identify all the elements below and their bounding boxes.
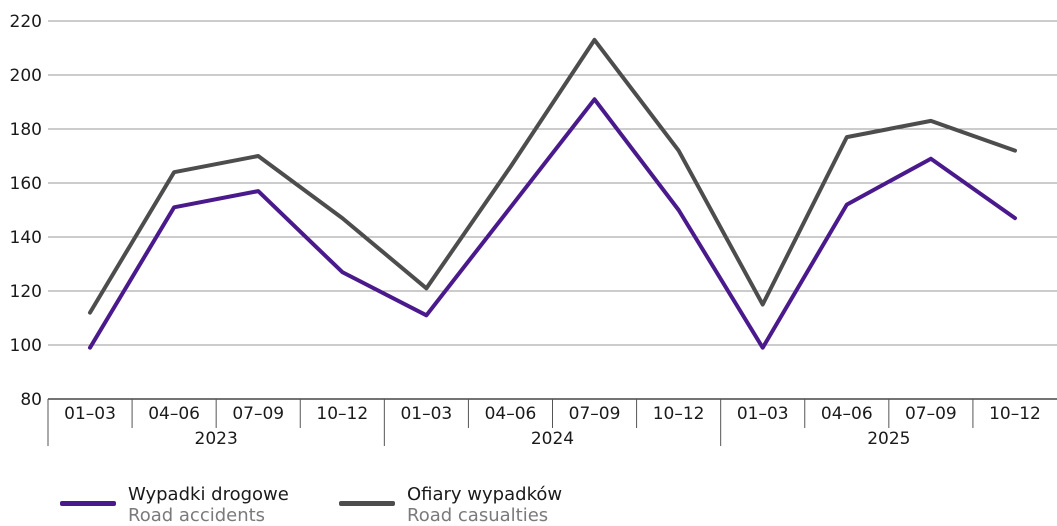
legend-label-pl: Wypadki drogowe xyxy=(128,484,289,505)
series-line xyxy=(88,97,1017,350)
x-tick-label: 01–03 xyxy=(737,404,789,424)
x-group-label: 2024 xyxy=(531,429,574,449)
y-tick-label: 220 xyxy=(10,12,42,32)
legend-swatch-road-accidents xyxy=(60,501,116,506)
y-tick-label: 140 xyxy=(10,228,42,248)
y-tick-label: 80 xyxy=(20,390,42,410)
x-group-label: 2025 xyxy=(867,429,910,449)
legend-label-en: Road accidents xyxy=(128,505,266,526)
series-line xyxy=(88,37,1017,315)
x-tick-label: 01–03 xyxy=(64,404,116,424)
line-chart: 80 100 120 140 160 180 200 220 01–03 04–06 07–09 10… xyxy=(10,12,1057,449)
x-tick-label: 01–03 xyxy=(400,404,452,424)
y-tick-label: 160 xyxy=(10,174,42,194)
x-tick-label: 07–09 xyxy=(569,404,621,424)
y-tick-label: 100 xyxy=(10,336,42,356)
legend-item-road-casualties: Ofiary wypadków Road casualties xyxy=(339,484,562,526)
x-tick-label: 04–06 xyxy=(821,404,873,424)
x-tick-label: 07–09 xyxy=(232,404,284,424)
x-tick-label: 04–06 xyxy=(148,404,200,424)
legend-swatch-road-casualties xyxy=(339,501,395,506)
x-tick-label: 10–12 xyxy=(653,404,705,424)
y-tick-label: 180 xyxy=(10,120,42,140)
x-tick-label: 07–09 xyxy=(905,404,957,424)
chart-legend: Wypadki drogowe Road accidents Ofiary wy… xyxy=(0,484,1057,526)
legend-label-en: Road casualties xyxy=(407,505,549,526)
y-tick-label: 120 xyxy=(10,282,42,302)
y-tick-label: 200 xyxy=(10,66,42,86)
x-tick-label: 10–12 xyxy=(989,404,1041,424)
x-tick-label: 10–12 xyxy=(316,404,368,424)
x-tick-label: 04–06 xyxy=(485,404,537,424)
legend-label-pl: Ofiary wypadków xyxy=(407,484,563,505)
legend-item-road-accidents: Wypadki drogowe Road accidents xyxy=(60,484,289,526)
x-group-label: 2023 xyxy=(195,429,238,449)
